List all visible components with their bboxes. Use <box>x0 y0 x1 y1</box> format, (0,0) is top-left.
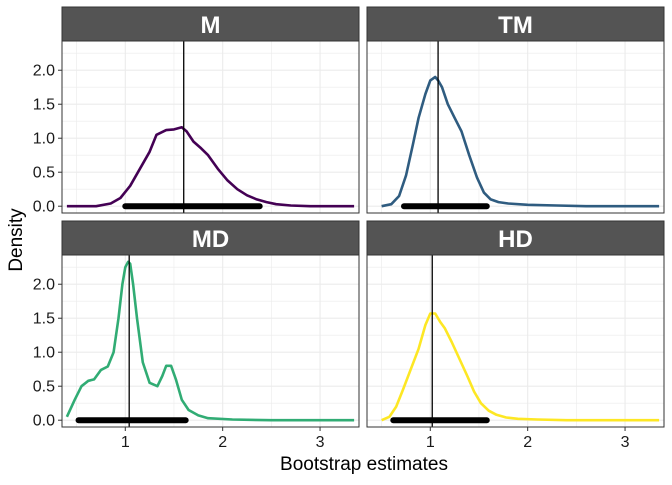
y-tick-label: 0.0 <box>33 413 55 430</box>
facet-panels: M TM MD HD <box>61 6 665 428</box>
panel-border <box>61 40 360 214</box>
x-tick-label: 2 <box>218 434 227 451</box>
y-tick-label: 1.5 <box>33 311 55 328</box>
strip-label-m: M <box>201 12 221 39</box>
x-tick-label: 3 <box>621 434 630 451</box>
x-tick-label: 1 <box>426 434 435 451</box>
panel-tm: TM <box>366 6 665 214</box>
gridlines <box>62 255 359 427</box>
density-curve-hd <box>381 312 660 422</box>
strip-label-md: MD <box>192 226 229 253</box>
density-curve-tm <box>381 75 660 208</box>
panel-background <box>62 41 359 213</box>
x-tick-label: 2 <box>523 434 532 451</box>
y-tick-label: 1.0 <box>33 345 55 362</box>
strip-label-tm: TM <box>498 12 533 39</box>
panel-background <box>367 255 664 427</box>
y-tick-label: 0.5 <box>33 379 55 396</box>
density-curve-md <box>65 260 355 422</box>
x-tick-label: 3 <box>316 434 325 451</box>
x-axis-title: Bootstrap estimates <box>280 454 448 475</box>
y-tick-label: 1.5 <box>33 97 55 114</box>
strip-label-hd: HD <box>498 226 533 253</box>
panel-hd: HD <box>366 220 665 428</box>
strip-hd <box>366 220 665 256</box>
y-axis-title: Density <box>6 208 27 272</box>
y-tick-label: 0.0 <box>33 199 55 216</box>
x-tick-label: 1 <box>121 434 130 451</box>
y-tick-label: 2.0 <box>33 63 55 80</box>
panel-m: M <box>61 6 360 214</box>
panel-background <box>367 41 664 213</box>
y-tick-label: 2.0 <box>33 277 55 294</box>
y-tick-label: 1.0 <box>33 131 55 148</box>
panel-border <box>366 254 665 428</box>
gridlines <box>62 41 359 213</box>
panel-background <box>62 255 359 427</box>
strip-md <box>61 220 360 256</box>
density-curve-m <box>66 126 355 208</box>
panel-border <box>61 254 360 428</box>
panel-md: MD <box>61 220 360 428</box>
y-tick-label: 0.5 <box>33 165 55 182</box>
strip-m <box>61 6 360 42</box>
panel-border <box>366 40 665 214</box>
axes: 0.0 0.5 1.0 1.5 2.0 0.0 0.5 1.0 1.5 2.0 1 2 3 1 2 3 <box>33 63 630 451</box>
